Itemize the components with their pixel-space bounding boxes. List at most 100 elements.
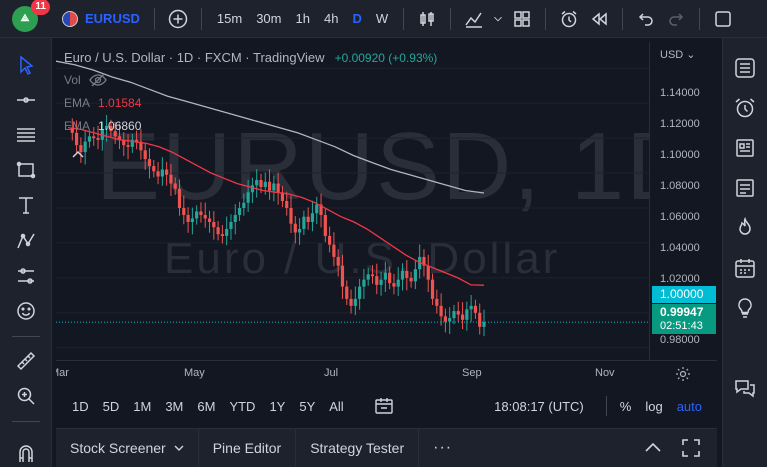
user-avatar[interactable]: ⟁ 11 — [12, 0, 50, 32]
magnet-icon — [18, 445, 33, 463]
go-to-date-icon[interactable] — [373, 395, 395, 417]
flame-icon — [739, 216, 751, 235]
candle-body — [195, 211, 199, 219]
replay-button[interactable] — [584, 4, 614, 34]
candle-body — [246, 192, 250, 203]
data-window-button[interactable] — [730, 174, 760, 202]
right-widget-bar — [722, 38, 767, 467]
candle-body — [297, 228, 302, 233]
news-button[interactable] — [730, 134, 760, 162]
candle-body — [375, 276, 379, 285]
range-1m[interactable]: 1M — [133, 398, 152, 414]
calendar-button[interactable] — [730, 254, 760, 282]
range-1d[interactable]: 1D — [72, 398, 89, 414]
tab-strategy-tester[interactable]: Strategy Tester — [296, 428, 420, 467]
icons-tool[interactable] — [12, 298, 40, 323]
pattern-tool[interactable] — [12, 228, 40, 253]
range-5y[interactable]: 5Y — [299, 398, 316, 414]
candle-body — [336, 256, 340, 266]
candle-body — [328, 235, 332, 245]
candle-body — [370, 274, 375, 277]
candle-body — [366, 274, 370, 280]
range-all[interactable]: All — [329, 398, 344, 414]
utc-clock[interactable]: 18:08:17 (UTC) — [494, 398, 584, 414]
measure-sliders-icon — [17, 267, 34, 284]
redo-button[interactable] — [661, 4, 691, 34]
watchlist-button[interactable] — [730, 54, 760, 82]
interval-4h[interactable]: 4h — [323, 11, 339, 26]
interval-d[interactable]: D — [352, 11, 362, 26]
candle-body — [362, 279, 366, 287]
fullscreen-layout-button[interactable] — [708, 4, 738, 34]
price-chart[interactable] — [56, 42, 649, 360]
tab-pine-editor[interactable]: Pine Editor — [199, 428, 297, 467]
alarm-clock-icon — [561, 10, 577, 27]
log-scale-toggle[interactable]: log — [645, 398, 663, 414]
price-axis[interactable]: USD ⌄ 1.14000 1.12000 1.10000 1.08000 1.… — [649, 42, 717, 360]
candle-body — [345, 286, 349, 299]
candle-body — [426, 265, 430, 280]
candle-body — [92, 136, 96, 139]
auto-scale-toggle[interactable]: auto — [676, 398, 702, 414]
measure-tool[interactable] — [12, 348, 40, 373]
eye-hidden-icon[interactable] — [88, 73, 107, 87]
percent-scale-toggle[interactable]: % — [619, 398, 632, 414]
hotlists-button[interactable] — [730, 214, 760, 242]
text-tool[interactable] — [12, 193, 40, 218]
candle-body — [323, 214, 327, 236]
collapse-legend-icon[interactable] — [68, 146, 88, 162]
interval-w[interactable]: W — [375, 11, 389, 26]
candle-body — [383, 272, 387, 280]
zoom-tool[interactable] — [12, 384, 40, 409]
candle-body — [250, 185, 255, 193]
fib-lines-icon — [16, 128, 35, 142]
range-ytd[interactable]: YTD — [229, 398, 256, 414]
compare-symbol-button[interactable] — [163, 4, 193, 34]
undo-icon — [639, 12, 653, 26]
interval-15m[interactable]: 15m — [216, 11, 243, 26]
range-1y[interactable]: 1Y — [269, 398, 286, 414]
maximize-icon[interactable] — [679, 436, 703, 460]
candle-body — [396, 279, 400, 287]
range-5d[interactable]: 5D — [102, 398, 120, 414]
magnet-tool[interactable] — [12, 442, 40, 467]
candles-icon — [420, 11, 434, 26]
chart-pane[interactable]: EURUSD, 1D Euro / U.S. Dollar Euro / U.S… — [56, 42, 717, 386]
time-label: Nov — [595, 367, 615, 379]
chats-button[interactable] — [730, 374, 760, 402]
range-6m[interactable]: 6M — [197, 398, 216, 414]
crosshair-price-label: 1.00000 — [652, 286, 716, 303]
more-tabs-button[interactable]: ··· — [433, 439, 453, 456]
divider — [450, 7, 452, 30]
fib-tool[interactable] — [12, 122, 40, 147]
candle-body — [272, 183, 276, 191]
indicators-dropdown[interactable] — [489, 4, 507, 34]
cursor-tool[interactable] — [12, 52, 40, 77]
ema-slow-line — [56, 60, 485, 194]
candle-body — [160, 169, 164, 177]
alerts-button[interactable] — [730, 94, 760, 122]
layout-button[interactable] — [507, 4, 537, 34]
shapes-tool[interactable] — [12, 158, 40, 183]
ideas-button[interactable] — [730, 294, 760, 322]
rewind-icon — [591, 11, 607, 26]
plus-circle-icon — [168, 9, 188, 28]
range-3m[interactable]: 3M — [165, 398, 184, 414]
candle-body — [152, 166, 156, 172]
currency-selector[interactable]: USD ⌄ — [660, 49, 696, 61]
time-axis[interactable]: Mar May Jul Sep Nov — [56, 360, 717, 386]
interval-30m[interactable]: 30m — [256, 11, 282, 26]
candle-body — [229, 221, 233, 229]
trend-line-tool[interactable] — [12, 87, 40, 112]
settings-gear-icon[interactable] — [675, 366, 691, 382]
prediction-tool[interactable] — [12, 263, 40, 288]
tab-stock-screener[interactable]: Stock Screener — [56, 428, 199, 467]
chart-type-button[interactable] — [412, 4, 442, 34]
indicators-button[interactable] — [459, 4, 489, 34]
alert-button[interactable] — [554, 4, 584, 34]
chevron-up-icon[interactable] — [641, 436, 665, 460]
undo-button[interactable] — [631, 4, 661, 34]
interval-1h[interactable]: 1h — [295, 11, 310, 26]
symbol-search[interactable]: EURUSD — [62, 10, 140, 27]
candle-body — [319, 204, 323, 215]
